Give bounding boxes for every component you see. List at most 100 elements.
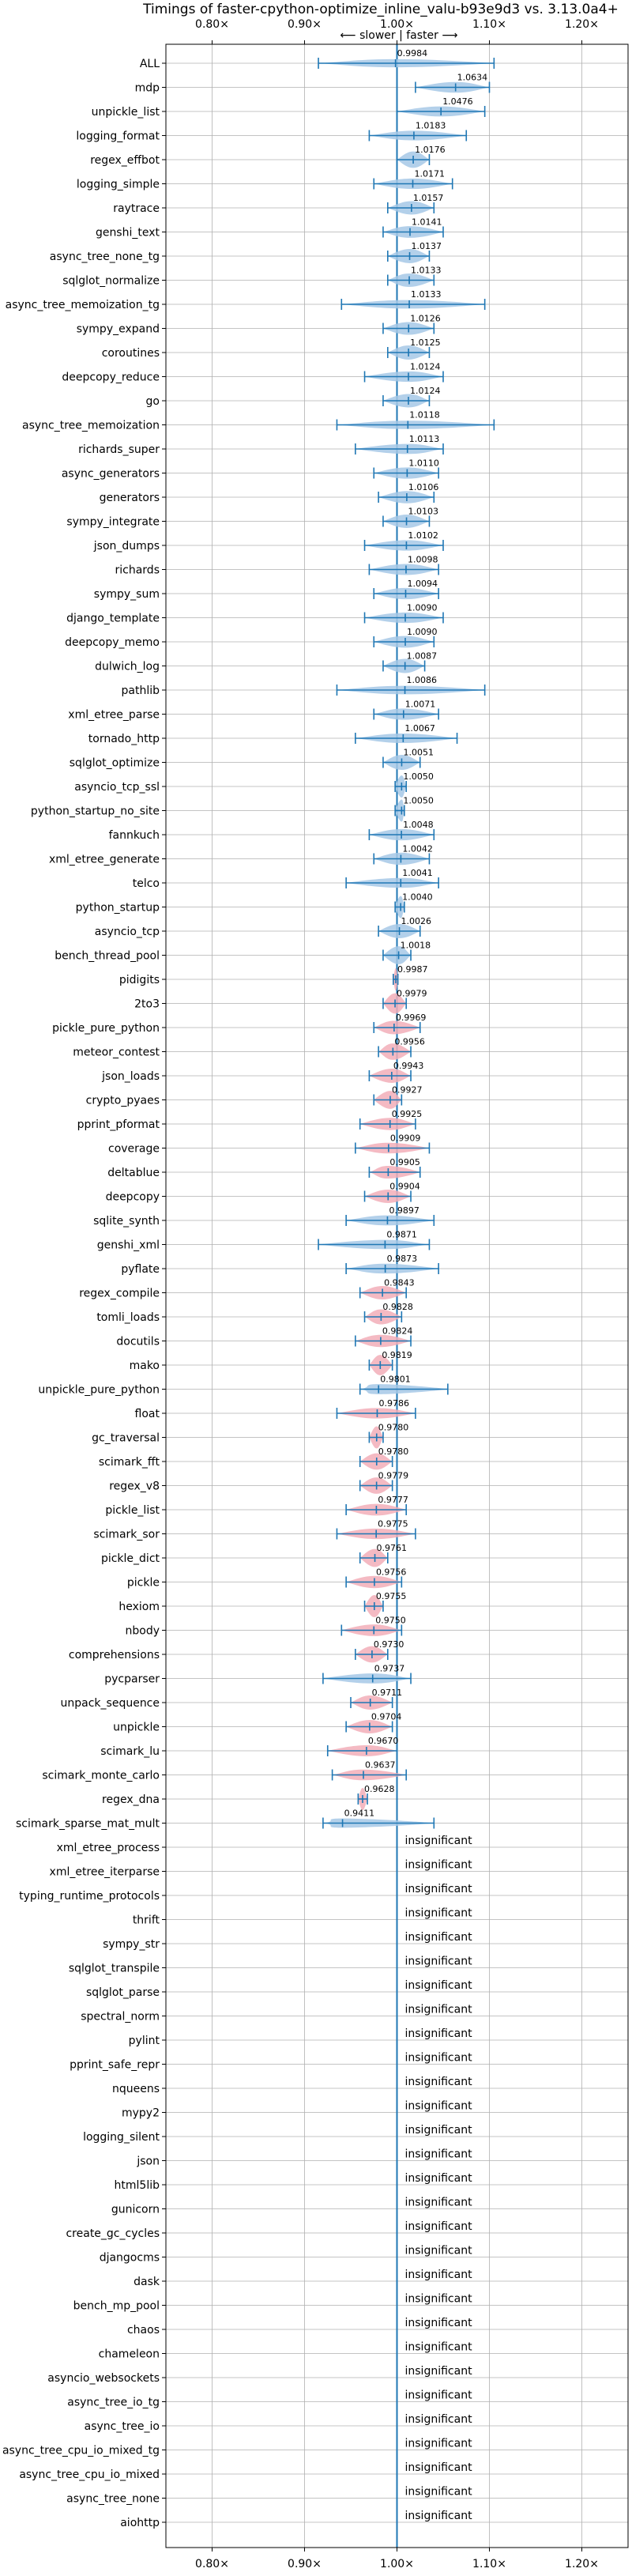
value-label-unpack-sequence: 0.9711 <box>372 1688 403 1698</box>
benchmark-label-chaos: chaos <box>127 2324 160 2337</box>
value-label-pickle: 0.9756 <box>376 1567 407 1578</box>
value-label-hexiom: 0.9755 <box>376 1591 406 1601</box>
benchmark-label-genshi-xml: genshi_xml <box>97 1239 160 1252</box>
benchmark-label-xml-etree-process: xml_etree_process <box>57 1842 160 1854</box>
value-label-raytrace: 1.0157 <box>413 193 444 203</box>
benchmark-label-hexiom: hexiom <box>118 1601 160 1613</box>
value-label-comprehensions: 0.9730 <box>374 1639 404 1650</box>
value-label-regex-dna: 0.9628 <box>364 1784 395 1794</box>
benchmark-label-async-tree-io: async_tree_io <box>85 2420 160 2433</box>
insignificant-label-async-tree-none: insignificant <box>405 2486 473 2499</box>
insignificant-label-pprint-safe-repr: insignificant <box>405 2052 473 2065</box>
benchmark-label-regex-effbot: regex_effbot <box>90 154 160 167</box>
benchmark-label-pprint-safe-repr: pprint_safe_repr <box>70 2059 160 2072</box>
x-tick-label-top: 1.20× <box>565 18 599 31</box>
benchmark-label-generators: generators <box>100 492 160 504</box>
x-tick-label-top: 1.00× <box>380 18 414 31</box>
benchmark-label-nqueens: nqueens <box>112 2083 160 2095</box>
value-label-nbody: 0.9750 <box>375 1616 406 1626</box>
benchmark-label-coroutines: coroutines <box>102 347 160 360</box>
benchmark-label-mdp: mdp <box>135 82 160 95</box>
value-label-asyncio-tcp-ssl: 1.0050 <box>403 771 433 782</box>
benchmark-label-mypy2: mypy2 <box>122 2107 160 2120</box>
benchmark-label-pyflate: pyflate <box>121 1263 160 1276</box>
benchmark-label-regex-compile: regex_compile <box>79 1288 160 1300</box>
value-label-pidigits: 0.9987 <box>397 964 428 975</box>
value-label-xml-etree-parse: 1.0071 <box>405 700 436 710</box>
benchmark-label-all: ALL <box>140 58 160 70</box>
value-label-gc-traversal: 0.9780 <box>378 1423 409 1433</box>
benchmark-label-asyncio-websockets: asyncio_websockets <box>47 2372 160 2385</box>
insignificant-label-json: insignificant <box>405 2148 473 2161</box>
insignificant-label-aiohttp: insignificant <box>405 2510 473 2522</box>
benchmark-label-async-tree-none-tg: async_tree_none_tg <box>50 251 160 263</box>
value-label-scimark-fft: 0.9780 <box>378 1446 409 1457</box>
benchmark-label-scimark-monte-carlo: scimark_monte_carlo <box>42 1770 160 1782</box>
insignificant-label-sqlglot-parse: insignificant <box>405 1979 473 1992</box>
benchmark-label-coverage: coverage <box>108 1143 160 1156</box>
benchmark-label-html5lib: html5lib <box>115 2179 160 2192</box>
benchmark-label-json-loads: json_loads <box>101 1070 160 1083</box>
benchmark-label-2to3: 2to3 <box>134 998 160 1011</box>
insignificant-label-dask: insignificant <box>405 2269 473 2281</box>
benchmark-label-bench-thread-pool: bench_thread_pool <box>55 950 160 963</box>
insignificant-label-create-gc-cycles: insignificant <box>405 2220 473 2233</box>
insignificant-label-async-tree-io: insignificant <box>405 2413 473 2426</box>
benchmark-label-pycparser: pycparser <box>104 1673 160 1686</box>
value-label-bench-thread-pool: 1.0018 <box>401 941 431 951</box>
insignificant-label-bench-mp-pool: insignificant <box>405 2293 473 2306</box>
value-label-async-tree-memoization-tg: 1.0133 <box>411 289 442 300</box>
benchmark-label-async-tree-io-tg: async_tree_io_tg <box>67 2397 160 2409</box>
benchmark-label-genshi-text: genshi_text <box>96 227 160 239</box>
insignificant-label-sqlglot-transpile: insignificant <box>405 1956 473 1968</box>
benchmark-label-pickle-list: pickle_list <box>105 1504 160 1517</box>
value-label-regex-v8: 0.9779 <box>378 1471 409 1481</box>
value-label-sqlglot-normalize: 1.0133 <box>411 266 442 276</box>
benchmark-label-djangocms: djangocms <box>100 2252 160 2265</box>
benchmark-label-scimark-sparse-mat-mult: scimark_sparse_mat_mult <box>16 1818 160 1831</box>
value-label-float: 0.9786 <box>378 1398 409 1409</box>
benchmark-label-xml-etree-parse: xml_etree_parse <box>68 709 160 722</box>
benchmark-label-richards-super: richards_super <box>78 443 160 456</box>
benchmark-label-sqlite-synth: sqlite_synth <box>93 1215 160 1228</box>
insignificant-label-mypy2: insignificant <box>405 2100 473 2113</box>
benchmark-label-sqlglot-parse: sqlglot_parse <box>86 1986 160 1999</box>
benchmark-label-pickle-dict: pickle_dict <box>101 1552 160 1565</box>
value-label-2to3: 0.9979 <box>397 989 427 999</box>
plot-frame <box>165 43 629 2548</box>
benchmark-label-create-gc-cycles: create_gc_cycles <box>66 2227 160 2240</box>
value-label-python-startup: 1.0040 <box>402 892 433 903</box>
benchmark-label-gc-traversal: gc_traversal <box>92 1432 160 1445</box>
value-label-deepcopy-memo: 1.0090 <box>407 627 438 637</box>
value-label-telco: 1.0041 <box>402 868 433 878</box>
value-label-sympy-expand: 1.0126 <box>410 314 441 324</box>
benchmark-label-python-startup-no-site: python_startup_no_site <box>31 805 160 818</box>
value-label-json-loads: 0.9943 <box>393 1061 424 1071</box>
benchmark-label-spectral-norm: spectral_norm <box>81 2011 160 2023</box>
benchmark-label-sympy-str: sympy_str <box>103 1938 160 1951</box>
insignificant-label-pylint: insignificant <box>405 2027 473 2040</box>
benchmark-label-dask: dask <box>134 2276 160 2288</box>
value-label-all: 0.9984 <box>397 48 428 58</box>
insignificant-label-spectral-norm: insignificant <box>405 2004 473 2016</box>
benchmark-label-json-dumps: json_dumps <box>93 540 160 553</box>
value-label-pickle-dict: 0.9761 <box>377 1543 408 1553</box>
benchmark-label-deepcopy: deepcopy <box>106 1191 160 1204</box>
value-label-pycparser: 0.9737 <box>374 1664 405 1674</box>
benchmark-label-sqlglot-transpile: sqlglot_transpile <box>69 1963 160 1975</box>
value-label-async-tree-none-tg: 1.0137 <box>412 241 442 251</box>
value-label-sqlite-synth: 0.9897 <box>389 1205 419 1216</box>
insignificant-label-gunicorn: insignificant <box>405 2197 473 2209</box>
labels-layer: ALL mdp unpickle_list logging_format regex_e… <box>2 48 487 2529</box>
insignificant-label-thrift: insignificant <box>405 1907 473 1920</box>
insignificant-label-asyncio-websockets: insignificant <box>405 2365 473 2378</box>
benchmark-label-python-startup: python_startup <box>76 902 160 915</box>
benchmark-label-tornado-http: tornado_http <box>88 733 160 745</box>
insignificant-label-async-tree-cpu-io-mixed: insignificant <box>405 2461 473 2474</box>
value-label-scimark-monte-carlo: 0.9637 <box>365 1760 396 1771</box>
benchmark-label-regex-dna: regex_dna <box>102 1793 160 1806</box>
value-label-sqlglot-optimize: 1.0051 <box>403 748 434 758</box>
value-label-fannkuch: 1.0048 <box>403 820 433 830</box>
value-label-sympy-integrate: 1.0103 <box>408 507 439 517</box>
